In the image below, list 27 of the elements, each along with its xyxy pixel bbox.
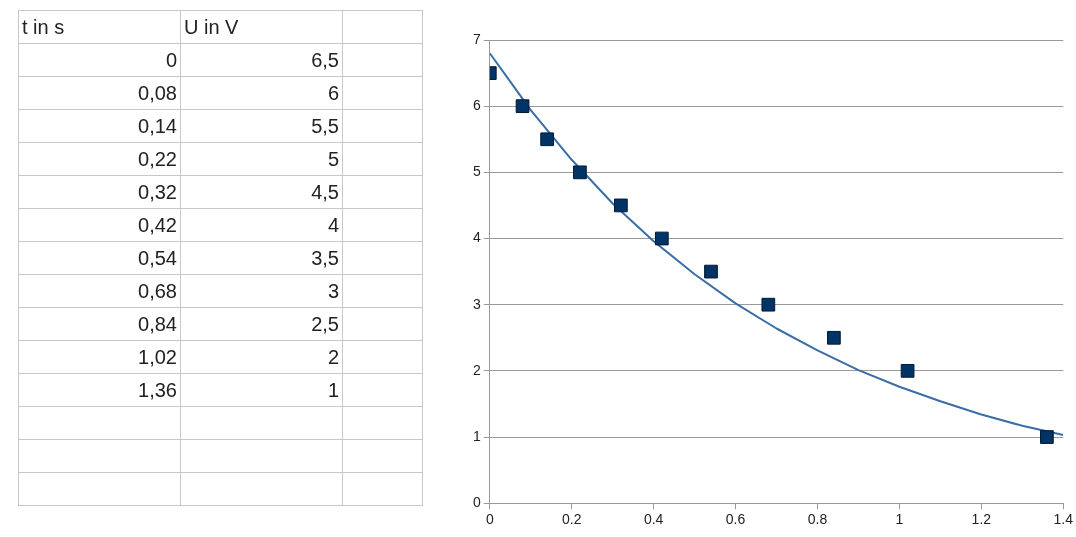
x-tick-label: 0.2 bbox=[561, 511, 582, 528]
x-tick-label: 1.4 bbox=[1053, 511, 1074, 528]
x-tick-label: 0.8 bbox=[807, 511, 828, 528]
point bbox=[761, 297, 776, 312]
y-tick-label: 2 bbox=[472, 361, 481, 378]
y-tick-label: 1 bbox=[472, 427, 481, 444]
y-tick-label: 4 bbox=[472, 229, 481, 246]
spreadsheet-grid: t in s U in V 0 6,5 0,08 6 0,14 5,5 0,22 5 0,32 4,5 0,42 4 0,54 3,5 0,68 3 0,84 2,5 1,02 2 1,36 1 bbox=[18, 10, 423, 506]
point bbox=[900, 363, 915, 378]
x-tick-label: 1 bbox=[895, 511, 904, 528]
point bbox=[827, 330, 841, 345]
point bbox=[540, 132, 554, 147]
y-tick-label: 7 bbox=[472, 30, 481, 47]
x-tick-label: 0 bbox=[485, 511, 494, 528]
y-tick-label: 6 bbox=[472, 97, 481, 114]
point bbox=[1040, 430, 1054, 444]
point bbox=[573, 165, 587, 180]
x-tick-label: 0.4 bbox=[643, 511, 664, 528]
x-tick-label: 0.6 bbox=[725, 511, 746, 528]
point bbox=[515, 99, 530, 114]
point bbox=[654, 231, 669, 246]
y-tick-label: 0 bbox=[472, 494, 481, 511]
y-tick-label: 5 bbox=[472, 163, 481, 180]
y-tick-label: 3 bbox=[472, 295, 481, 312]
point bbox=[704, 264, 718, 279]
point bbox=[614, 198, 628, 213]
x-tick-label: 1.2 bbox=[971, 511, 992, 528]
